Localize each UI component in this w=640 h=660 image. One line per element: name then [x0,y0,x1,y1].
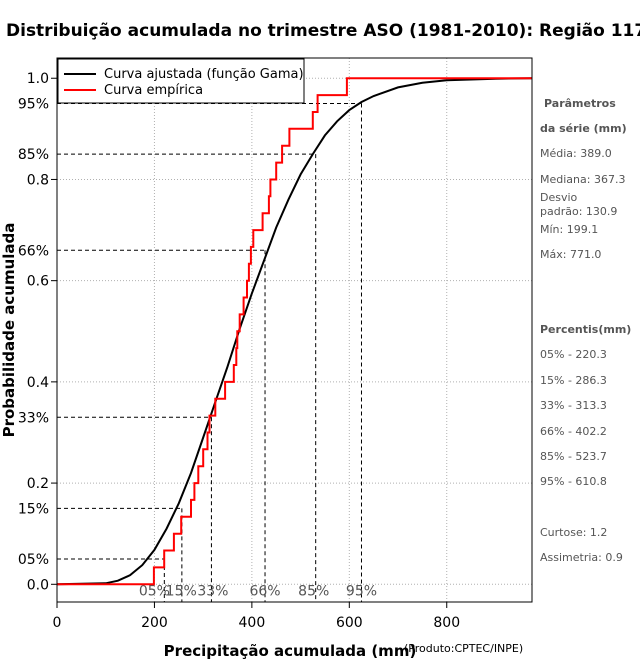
x-tick-label-2: 400 [239,615,266,631]
stat-mediana: Mediana: 367.3 [540,173,625,186]
percentile-bottom-label-5: 95% [346,583,377,599]
percentile-guides: 05%05%15%15%33%33%66%66%85%85%95%95% [18,97,377,602]
empirical-step-line [57,77,532,586]
axes: 0 200 400 600 800 0.0 0.2 0.4 0.6 0.8 1.0 [27,71,460,631]
percentile-bottom-label-1: 15% [166,583,197,599]
percentil-33: 33% - 313.3 [540,399,607,412]
x-tick-label-1: 200 [141,615,168,631]
percentile-bottom-label-2: 33% [197,583,228,599]
percentile-y-label-5: 95% [18,97,49,113]
legend: Curva ajustada (função Gama) Curva empír… [57,58,305,104]
percentis-title: Percentis(mm) [540,323,631,336]
y-tick-label-0: 0.0 [27,577,49,593]
stats-sidebar: Parâmetros da série (mm) Média: 389.0 Me… [540,97,631,564]
y-axis-title: Probabilidade acumulada [0,223,18,438]
params-title-2: da série (mm) [540,122,627,135]
percentil-05: 05% - 220.3 [540,348,607,361]
y-tick-label-4: 0.8 [27,172,49,188]
y-tick-label-5: 1.0 [27,71,49,87]
percentile-bottom-label-0: 05% [139,583,170,599]
chart-title: Distribuição acumulada no trimestre ASO … [6,21,640,41]
fitted-curve-line [56,77,533,586]
legend-box [57,58,305,104]
percentil-15: 15% - 286.3 [540,374,607,387]
percentile-y-label-1: 15% [18,501,49,517]
x-tick-label-4: 800 [433,615,460,631]
y-tick-label-3: 0.6 [27,274,49,290]
params-title-1: Parâmetros [544,97,616,110]
grid [56,58,532,602]
percentile-y-label-2: 33% [18,410,49,426]
x-tick-label-3: 600 [336,615,363,631]
stat-curtose: Curtose: 1.2 [540,526,607,539]
x-axis-title: Precipitação acumulada (mm) [164,642,417,660]
percentile-bottom-label-3: 66% [249,583,280,599]
percentile-bottom-label-4: 85% [298,583,329,599]
legend-empirical-label: Curva empírica [104,83,203,98]
stat-max: Máx: 771.0 [540,248,601,261]
credit-text: (Produto:CPTEC/INPE) [404,642,523,655]
percentile-y-label-0: 05% [18,552,49,568]
stat-desvio-1: Desvio [540,191,578,204]
stat-desvio-2: padrão: 130.9 [540,205,617,218]
y-tick-label-1: 0.2 [27,476,49,492]
series [56,77,533,586]
percentile-y-label-4: 85% [18,147,49,163]
x-tick-label-0: 0 [53,615,62,631]
percentil-95: 95% - 610.8 [540,475,607,488]
plot-frame [56,57,533,603]
stat-min: Mín: 199.1 [540,223,598,236]
y-tick-label-2: 0.4 [27,375,49,391]
percentil-66: 66% - 402.2 [540,425,607,438]
percentile-y-label-3: 66% [18,243,49,259]
percentil-85: 85% - 523.7 [540,450,607,463]
stat-media: Média: 389.0 [540,147,612,160]
stat-assimetria: Assimetria: 0.9 [540,551,623,564]
legend-fitted-label: Curva ajustada (função Gama) [104,67,304,82]
